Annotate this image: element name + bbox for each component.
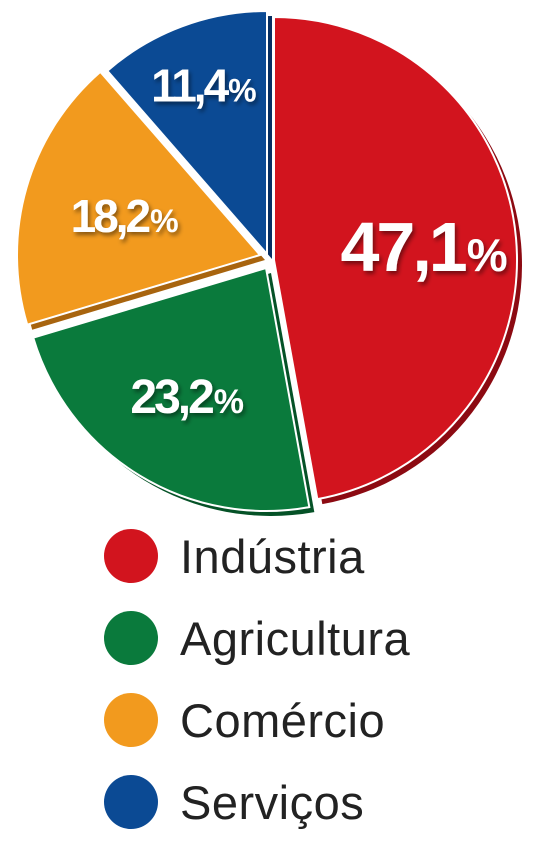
legend-swatch-comercio [104,693,158,747]
legend-item-industria: Indústria [104,515,534,597]
pie-value-labels: 47,1%23,2%18,2%11,4% [71,60,508,425]
pie-value-number-servicos: 11,4 [151,60,229,112]
legend-item-comercio: Comércio [104,679,534,761]
chart-legend: Indústria Agricultura Comércio Serviços [104,515,534,843]
pie-value-unit-comercio: % [150,203,178,239]
pie-slice-agricultura [31,266,311,512]
pie-slices [16,9,522,516]
legend-label-industria: Indústria [180,529,365,583]
legend-swatch-agricultura [104,611,158,665]
pie-slice-industria [273,15,518,501]
pie-value-number-agricultura: 23,2 [130,371,213,424]
legend-label-agricultura: Agricultura [180,611,411,665]
pie-value-label-agricultura: 23,2% [130,371,244,424]
pie-value-label-industria: 47,1% [340,208,507,286]
legend-swatch-industria [104,529,158,583]
pie-slice-comercio [16,70,262,326]
pie-value-number-industria: 47,1 [340,208,465,286]
legend-item-agricultura: Agricultura [104,597,534,679]
pie-value-label-servicos: 11,4% [151,60,256,112]
pie-slice-servicos [105,9,268,257]
pie-value-unit-industria: % [467,229,508,281]
pie-value-unit-servicos: % [228,73,256,109]
pie-value-label-comercio: 18,2% [71,190,179,242]
legend-label-comercio: Comércio [180,693,386,747]
legend-swatch-servicos [104,775,158,829]
legend-item-servicos: Serviços [104,761,534,843]
pie-value-unit-agricultura: % [214,383,244,421]
legend-label-servicos: Serviços [180,775,365,829]
pie-value-number-comercio: 18,2 [71,190,150,242]
pie-chart: 47,1%23,2%18,2%11,4% [16,9,522,516]
